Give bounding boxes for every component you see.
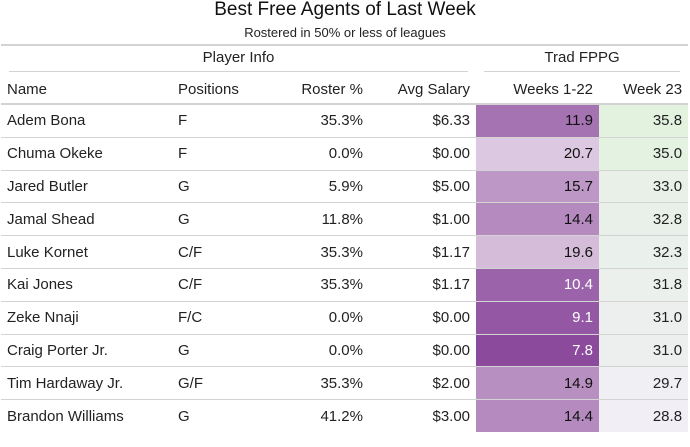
cell-week23: 31.0 bbox=[599, 300, 689, 335]
table-row: Brandon Williams G 41.2% $3.00 14.4 28.8 bbox=[1, 399, 689, 432]
table-body: Adem Bona F 35.3% $6.33 11.9 35.8 Chuma Okeke F… bbox=[1, 104, 689, 432]
col-header-week23: Week 23 bbox=[599, 75, 689, 105]
table-row: Chuma Okeke F 0.0% $0.00 20.7 35.0 bbox=[1, 136, 689, 171]
cell-positions: G bbox=[172, 169, 274, 203]
cell-name: Tim Hardaway Jr. bbox=[1, 366, 172, 400]
cell-weeks: 14.4 bbox=[476, 399, 600, 432]
cell-weeks: 11.9 bbox=[476, 104, 600, 138]
free-agents-table: Player Info Trad FPPG Name Positions Ros… bbox=[1, 44, 689, 432]
cell-week23: 31.8 bbox=[599, 267, 689, 302]
cell-positions: G/F bbox=[172, 366, 274, 400]
cell-salary: $6.33 bbox=[432, 112, 471, 130]
table-row: Jamal Shead G 11.8% $1.00 14.4 32.8 bbox=[1, 202, 689, 236]
table-row: Jared Butler G 5.9% $5.00 15.7 33.0 bbox=[1, 169, 689, 203]
cell-salary: $0.00 bbox=[369, 136, 477, 171]
cell-salary: $0.00 bbox=[369, 333, 477, 367]
table-row: Kai Jones C/F 35.3% $1.17 10.4 31.8 bbox=[1, 267, 689, 302]
col-header-salary: Avg Salary bbox=[369, 75, 477, 105]
cell-roster: 5.9% bbox=[274, 169, 369, 203]
cell-week23: 32.8 bbox=[599, 202, 689, 236]
cell-positions: G bbox=[172, 399, 274, 432]
cell-positions: G bbox=[172, 202, 274, 236]
table-subtitle: Rostered in 50% or less of leagues bbox=[244, 25, 446, 40]
cell-name: Brandon Williams bbox=[1, 399, 172, 432]
table-row: Adem Bona F 35.3% $6.33 11.9 35.8 bbox=[1, 104, 689, 138]
cell-positions: C/F bbox=[172, 267, 274, 302]
cell-name: Zeke Nnaji bbox=[1, 300, 172, 335]
cell-weeks: 20.7 bbox=[476, 136, 600, 171]
cell-name: Craig Porter Jr. bbox=[1, 333, 172, 367]
cell-week23: 29.7 bbox=[599, 366, 689, 400]
cell-roster: 35.3% bbox=[274, 235, 369, 269]
cell-week23: 33.0 bbox=[599, 169, 689, 203]
cell-roster: 35.3% bbox=[274, 366, 369, 400]
cell-roster: 0.0% bbox=[274, 333, 369, 367]
spanner-trad-fppg-label: Trad FPPG bbox=[484, 49, 681, 72]
cell-name: Luke Kornet bbox=[1, 235, 172, 269]
cell-name: Jared Butler bbox=[1, 169, 172, 203]
cell-salary: $3.00 bbox=[369, 399, 477, 432]
cell-weeks: 19.6 bbox=[476, 235, 600, 269]
cell-roster: 35.3% bbox=[320, 112, 363, 130]
col-header-roster: Roster % bbox=[274, 75, 369, 105]
col-header-positions: Positions bbox=[172, 75, 274, 105]
cell-week23: 31.0 bbox=[599, 333, 689, 367]
table-row: Luke Kornet C/F 35.3% $1.17 19.6 32.3 bbox=[1, 235, 689, 269]
spanner-player-info-label: Player Info bbox=[9, 49, 469, 72]
cell-weeks: 10.4 bbox=[476, 267, 600, 302]
spanner-player-info: Player Info bbox=[1, 44, 477, 75]
cell-week23: 28.8 bbox=[599, 399, 689, 432]
col-header-name: Name bbox=[1, 75, 172, 105]
cell-weeks: 9.1 bbox=[476, 300, 600, 335]
spanner-trad-fppg: Trad FPPG bbox=[476, 44, 689, 75]
cell-salary: $5.00 bbox=[369, 169, 477, 203]
col-header-weeks: Weeks 1-22 bbox=[476, 75, 600, 105]
cell-roster: 35.3% bbox=[274, 267, 369, 302]
cell-roster: 11.8% bbox=[274, 202, 369, 236]
table-row: Craig Porter Jr. G 0.0% $0.00 7.8 31.0 bbox=[1, 333, 689, 367]
cell-week23: 35.8 bbox=[599, 104, 689, 138]
cell-salary: $1.17 bbox=[369, 235, 477, 269]
table-row: Zeke Nnaji F/C 0.0% $0.00 9.1 31.0 bbox=[1, 300, 689, 335]
cell-week23: 32.3 bbox=[599, 235, 689, 269]
cell-weeks: 14.9 bbox=[476, 366, 600, 400]
table-title: Best Free Agents of Last Week bbox=[214, 0, 476, 20]
cell-positions: F bbox=[172, 136, 274, 171]
cell-weeks: 14.4 bbox=[476, 202, 600, 236]
cell-positions: G bbox=[172, 333, 274, 367]
cell-salary: $1.17 bbox=[369, 267, 477, 302]
cell-roster: 0.0% bbox=[274, 300, 369, 335]
cell-weeks: 15.7 bbox=[476, 169, 600, 203]
cell-salary: $2.00 bbox=[369, 366, 477, 400]
cell-positions: F/C bbox=[172, 300, 274, 335]
cell-positions: F bbox=[178, 112, 188, 130]
cell-salary: $0.00 bbox=[369, 300, 477, 335]
cell-weeks: 7.8 bbox=[476, 333, 600, 367]
cell-name: Jamal Shead bbox=[1, 202, 172, 236]
cell-week23: 35.0 bbox=[599, 136, 689, 171]
cell-positions: C/F bbox=[172, 235, 274, 269]
cell-roster: 0.0% bbox=[274, 136, 369, 171]
cell-name: Chuma Okeke bbox=[1, 136, 172, 171]
cell-roster: 41.2% bbox=[274, 399, 369, 432]
cell-name: Adem Bona bbox=[7, 112, 86, 130]
cell-salary: $1.00 bbox=[369, 202, 477, 236]
table-row: Tim Hardaway Jr. G/F 35.3% $2.00 14.9 29.7 bbox=[1, 366, 689, 400]
cell-name: Kai Jones bbox=[1, 267, 172, 302]
